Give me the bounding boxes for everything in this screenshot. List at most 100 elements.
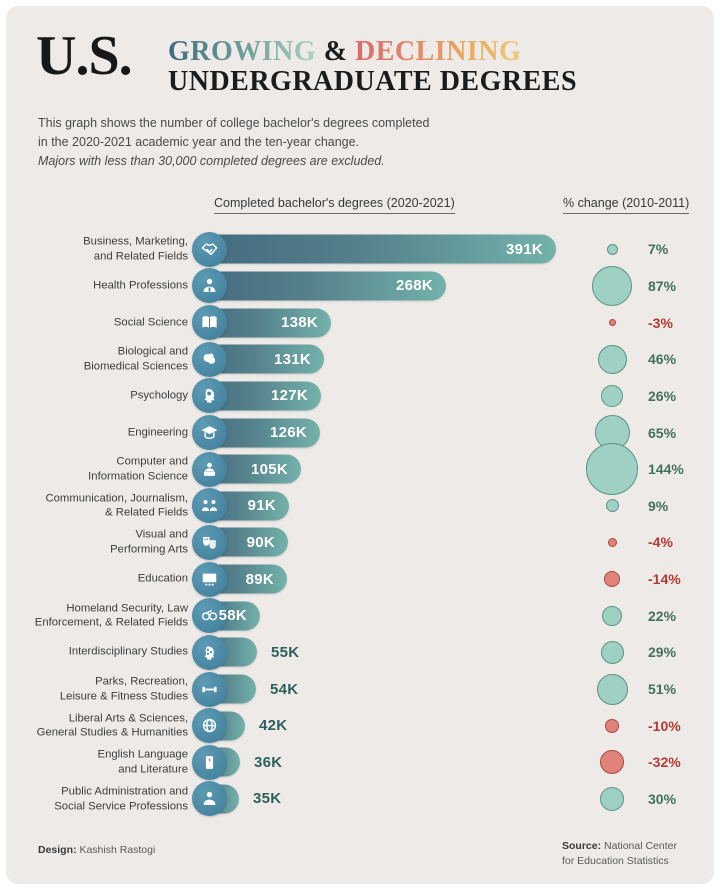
category-label: Interdisciplinary Studies [68,646,188,659]
chart-row: Computer and Information Science 105K 144… [6,443,714,496]
pct-circle-box [577,304,647,341]
bar: 127K [192,378,321,414]
chart-description-note: Majors with less than 30,000 completed d… [38,154,385,168]
bar-value: 89K [245,570,274,588]
pct-circle [586,443,638,496]
book-icon [192,744,227,780]
chart-row: Social Science 138K -3% [6,304,714,341]
open-book-icon [192,305,227,341]
bar-value: 391K [505,240,543,258]
pct-label: 30% [648,790,677,807]
category-label: English Language and Literature [97,748,188,776]
bar: 126K [192,415,320,451]
pct-label: 65% [648,424,677,441]
category-label: Parks, Recreation, Leisure & Fitness Stud… [59,675,188,702]
pct-circle [600,640,624,664]
category-label: Communication, Journalism, & Related Fiel… [45,492,188,519]
bar-value: 126K [269,424,307,442]
chart-row: Communication, Journalism, & Related Fiel… [6,487,714,524]
pct-label: -3% [648,314,673,331]
theater-masks-icon [192,524,227,560]
bar-value: 91K [247,497,276,515]
pct-circle [600,786,624,811]
chart-description: This graph shows the number of college b… [38,114,430,152]
chart-row: Interdisciplinary Studies 55K 29% [6,634,714,671]
pct-circle-box [577,597,647,634]
pct-circle [604,571,620,588]
category-label: Education [137,572,188,585]
chart-row: Homeland Security, Law Enforcement, & Rel… [6,597,714,634]
bar: 91K [192,488,289,524]
chart-row: Business, Marketing, and Related Fields 3… [6,231,714,268]
medic-person-icon [192,268,227,304]
person-icon [192,781,227,817]
bar-value: 90K [246,533,275,551]
category-label: Liberal Arts & Sciences, General Studies … [36,711,188,739]
pct-circle-box [577,634,647,671]
globe-icon [192,708,227,744]
chart-row: Parks, Recreation, Leisure & Fitness Stud… [6,671,714,708]
bar: 36K [192,744,282,780]
bar: 58K [192,598,260,634]
pct-circle-box [577,231,647,268]
title-block: GROWING & DECLINING UNDERGRADUATE DEGREE… [168,36,577,98]
classroom-board-icon [192,561,227,597]
pct-circle-box [577,707,647,744]
pct-label: 26% [648,387,677,404]
pct-label: 87% [648,277,677,294]
pct-label: 22% [648,607,677,624]
category-label: Homeland Security, Law Enforcement, & Rel… [34,602,188,629]
pct-circle [608,319,616,327]
bar-value: 127K [270,387,308,405]
pct-label: 46% [648,351,677,368]
bar-value: 42K [259,717,288,735]
title-prefix: U.S. [36,25,133,87]
chart-row: Education 89K -14% [6,561,714,598]
title-declining: DECLINING [355,36,522,67]
bar: 42K [192,708,287,744]
pct-circle [596,673,628,705]
category-label: Biological and Biomedical Sciences [83,345,188,373]
pct-circle-box [577,265,647,306]
pct-circle-box [577,341,647,378]
pct-circle-box [577,671,647,708]
column-header-bars: Completed bachelor's degrees (2020-2021) [214,196,455,214]
computer-person-icon [192,451,227,487]
psychology-head-icon [192,378,227,414]
title-line1: GROWING & DECLINING [168,36,577,68]
bar-value: 105K [250,460,288,478]
source-credit: Source: National Center for Education St… [562,839,682,869]
pct-label: 9% [648,497,669,514]
bar: 391K [192,231,556,267]
pct-label: -14% [648,571,681,588]
handcuffs-icon [192,598,227,634]
bar-value: 36K [254,753,283,771]
chart-row: Public Administration and Social Service … [6,781,714,818]
chart-row: Visual and Performing Arts 90K -4% [6,524,714,561]
bar-value: 35K [253,790,282,808]
category-label: Visual and Performing Arts [110,528,188,556]
pct-circle [605,718,619,733]
category-label: Business, Marketing, and Related Fields [83,235,188,263]
bar: 55K [192,634,299,670]
title-line2: UNDERGRADUATE DEGREES [168,66,578,97]
infographic-canvas: U.S. GROWING & DECLINING UNDERGRADUATE D… [6,6,714,884]
bar-value: 268K [395,277,433,295]
pct-circle-box [577,744,647,781]
bar: 90K [192,524,288,560]
chart-rows: Business, Marketing, and Related Fields 3… [6,231,714,817]
design-value: Kashish Rastogi [79,844,156,856]
pct-circle [592,265,632,306]
bar: 268K [192,268,446,304]
bar: 131K [192,341,324,377]
category-label: Engineering [127,426,188,439]
category-label: Health Professions [93,279,188,292]
description-line2: in the 2020-2021 academic year and the t… [38,134,360,149]
chart-row: Liberal Arts & Sciences, General Studies … [6,707,714,744]
pct-circle-box [577,487,647,524]
pct-circle-box [577,781,647,818]
source-label: Source: [562,840,602,852]
category-label: Public Administration and Social Service … [54,785,188,812]
bar: 35K [192,781,281,817]
